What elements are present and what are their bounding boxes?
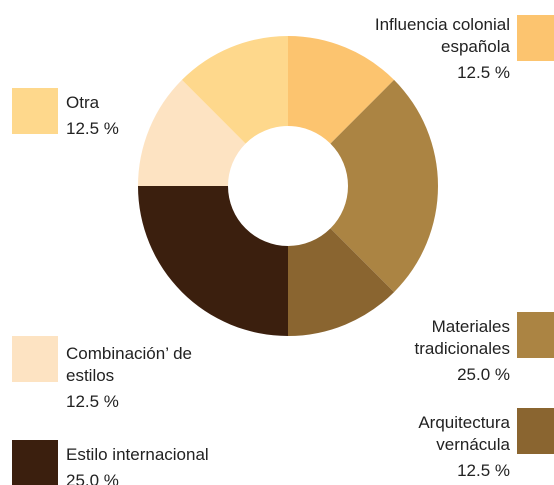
legend-swatch: [12, 336, 58, 382]
legend-swatch: [12, 440, 58, 485]
legend-entry: Otra 12.5 %: [66, 92, 166, 140]
slice: [181, 36, 288, 144]
legend-swatch: [517, 312, 554, 358]
slice: [138, 186, 288, 336]
value-label: 12.5 %: [66, 392, 119, 411]
slice: [138, 79, 246, 186]
legend-label: Influencia colonial española: [374, 15, 510, 56]
legend-entry: Estilo internacional 25.0 %: [66, 444, 286, 485]
legend-entry: Combinación’ de estilos 12.5 %: [66, 343, 206, 413]
value-label: 25.0 %: [457, 365, 510, 384]
legend-label: Combinación’ de estilos: [66, 344, 192, 385]
value-label: 12.5 %: [66, 119, 119, 138]
slice: [288, 36, 395, 144]
legend-swatch: [517, 15, 554, 61]
legend-swatch: [12, 88, 58, 134]
legend-entry: Arquitectura vernácula 12.5 %: [380, 412, 510, 482]
legend-entry: Materiales tradicionales 25.0 %: [380, 316, 510, 386]
legend-entry: Influencia colonial española 12.5 %: [320, 14, 510, 84]
legend-label: Materiales tradicionales: [414, 317, 510, 358]
value-label: 12.5 %: [457, 461, 510, 480]
slice: [330, 79, 438, 293]
legend-label: Arquitectura vernácula: [418, 413, 510, 454]
legend-swatch: [517, 408, 554, 454]
legend-label: Otra: [66, 93, 100, 112]
slice: [288, 228, 395, 336]
value-label: 25.0 %: [66, 471, 119, 485]
legend-label: Estilo internacional: [66, 445, 209, 464]
value-label: 12.5 %: [457, 63, 510, 82]
